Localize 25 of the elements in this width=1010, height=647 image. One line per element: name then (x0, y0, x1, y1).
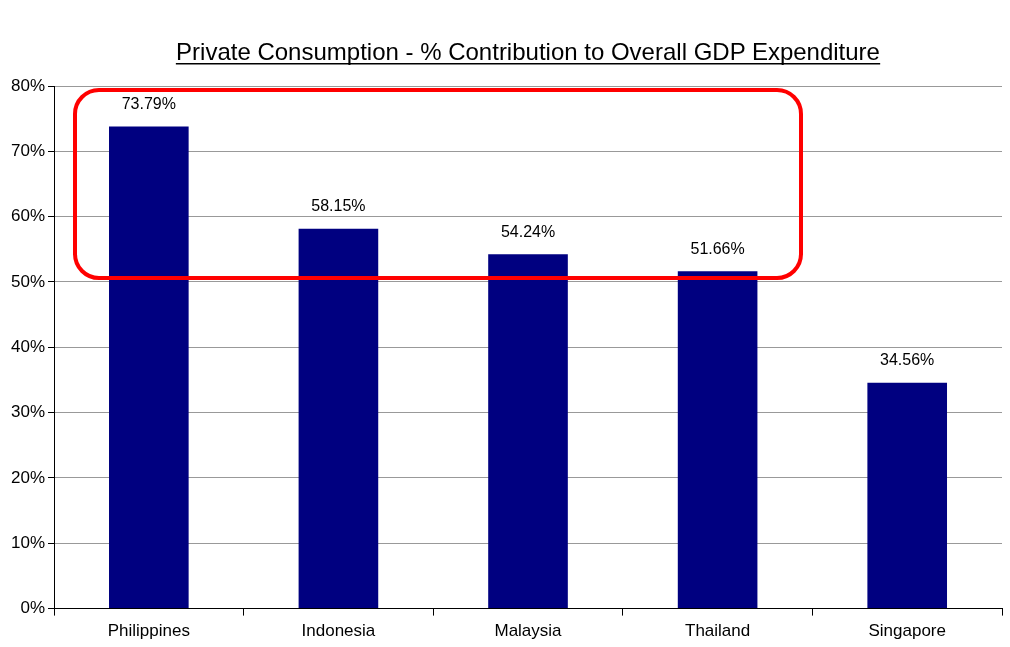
y-tick-label: 10% (10, 532, 46, 552)
bar (298, 228, 379, 609)
bar (677, 271, 758, 609)
x-tick-label: Philippines (107, 621, 190, 641)
data-label: 54.24% (500, 222, 556, 240)
data-label: 58.15% (311, 197, 366, 215)
x-tick-label: Thailand (685, 621, 751, 641)
y-tick-label: 50% (10, 271, 46, 291)
x-tick-label: Singapore (868, 621, 946, 641)
bar (488, 254, 568, 609)
y-tick-label: 70% (10, 141, 46, 161)
y-tick-label: 60% (10, 206, 46, 226)
x-tick-label: Indonesia (301, 621, 376, 641)
x-tick-label: Malaysia (494, 621, 563, 641)
bar (109, 126, 189, 609)
y-tick-label: 40% (10, 336, 46, 356)
y-tick-label: 20% (10, 467, 46, 487)
y-tick-label: 30% (10, 402, 46, 422)
bar (867, 382, 948, 609)
data-label: 34.56% (880, 351, 935, 369)
data-label: 51.66% (690, 239, 745, 257)
y-tick-label: 80% (10, 75, 46, 95)
chart-title: Private Consumption - % Contribution to Overall GDP Expenditure (176, 38, 880, 65)
y-tick-label: 0% (20, 598, 46, 618)
data-label: 73.79% (121, 94, 176, 112)
